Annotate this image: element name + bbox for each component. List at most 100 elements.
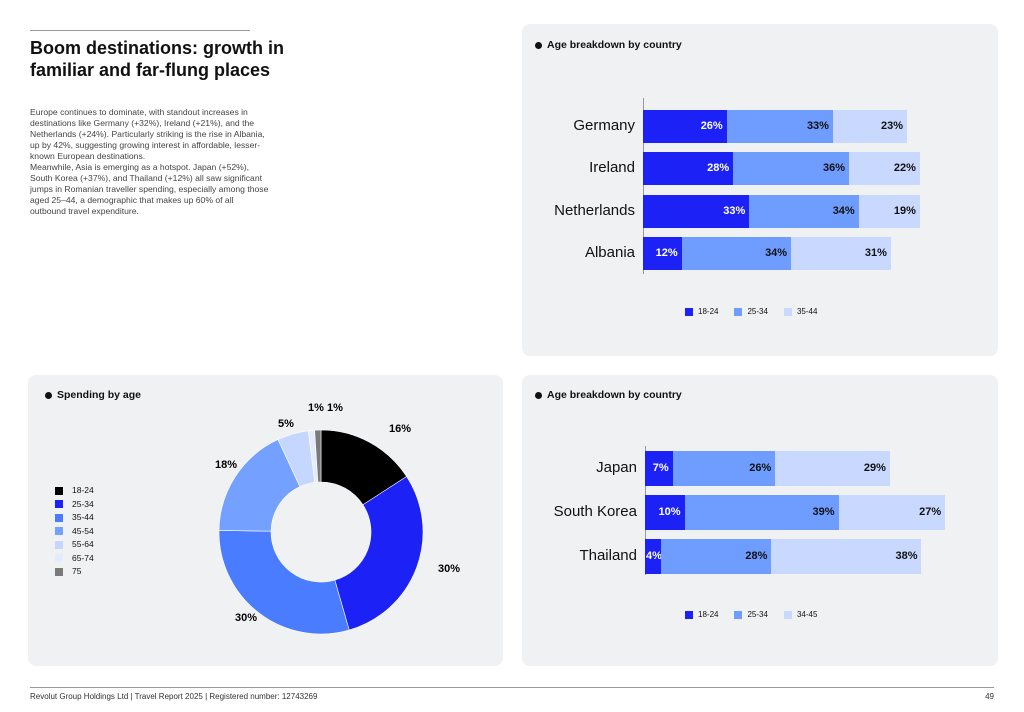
bar-segment-18-24: 10% <box>645 494 685 530</box>
legend-item: 18-24 <box>685 610 718 619</box>
legend-label: 25-34 <box>747 307 768 316</box>
legend-label: 45-54 <box>72 525 94 536</box>
bar-segment-25-34: 33% <box>726 109 833 143</box>
chart-title: Spending by age <box>45 389 141 401</box>
value-label: 38% <box>895 550 918 562</box>
y-axis <box>643 98 644 274</box>
pie-slice-35-44 <box>218 530 350 635</box>
legend-label: 65-74 <box>72 552 94 563</box>
bullet-icon <box>535 41 542 49</box>
category-label: Japan <box>596 459 637 476</box>
legend-item: 65-74 <box>55 552 94 566</box>
value-label: 27% <box>919 506 942 518</box>
legend-item: 75 <box>55 565 94 579</box>
value-label: 33% <box>806 120 829 132</box>
value-label: 22% <box>893 162 916 174</box>
bar-segment-35-44: 19% <box>858 194 920 228</box>
legend-item: 25-34 <box>734 307 768 316</box>
value-label: 10% <box>658 506 681 518</box>
bar-segment-35-44: 22% <box>849 151 920 185</box>
legend-label: 35-44 <box>796 307 818 316</box>
value-label: 4% <box>646 550 662 562</box>
chart-title: Age breakdown by country <box>535 389 682 401</box>
bar-segment-34-45: 38% <box>771 538 922 574</box>
legend-swatch <box>55 513 63 522</box>
bar-segment-25-34: 36% <box>733 151 850 185</box>
legend-swatch <box>55 500 63 509</box>
legend-label: 34-45 <box>796 610 818 619</box>
asia-age-chart-panel: Age breakdown by country Japan 7% 26% 29% So… <box>522 375 998 666</box>
value-label: 26% <box>700 120 723 132</box>
slice-value-label: 30% <box>438 563 460 575</box>
intro-paragraph: Europe continues to dominate, with stand… <box>30 107 265 161</box>
value-label: 7% <box>652 462 669 474</box>
legend-swatch <box>685 307 693 316</box>
legend-swatch <box>734 610 743 619</box>
legend-swatch <box>783 610 792 619</box>
legend-swatch <box>783 307 792 316</box>
legend-label: 25-34 <box>72 498 94 509</box>
bar-segment-18-24: 12% <box>643 236 682 270</box>
bar-segment-25-34: 28% <box>660 538 772 574</box>
bar-segment-25-34: 34% <box>749 194 859 228</box>
chart-title-text: Spending by age <box>57 389 142 401</box>
category-label: Albania <box>584 244 635 261</box>
category-label: Thailand <box>579 547 637 564</box>
bar-segment-18-24: 28% <box>643 151 734 185</box>
value-label: 31% <box>864 247 887 259</box>
legend-label: 18-24 <box>72 485 94 495</box>
pie-slice-75 <box>314 429 322 483</box>
chart-title: Age breakdown by country <box>535 39 682 51</box>
slice-value-label: 30% <box>235 612 257 624</box>
category-label: Ireland <box>589 159 635 176</box>
pie-legend: 18-24 25-34 35-44 45-54 55-64 65-74 75 <box>55 484 94 579</box>
bar-segment-34-45: 29% <box>775 450 890 486</box>
slice-value-label: 1% <box>308 402 324 414</box>
legend-item: 25-34 <box>734 610 768 619</box>
value-label: 36% <box>823 162 846 174</box>
legend-label: 55-64 <box>72 539 94 549</box>
title-rule <box>30 30 250 31</box>
europe-age-chart-panel: Age breakdown by country Germany 26% 33% 23… <box>522 24 998 356</box>
page-title: Boom destinations: growth in familiar an… <box>30 38 284 80</box>
legend-swatch <box>55 540 63 549</box>
bar-segment-35-44: 31% <box>791 236 891 270</box>
footer-text: Revolut Group Holdings Ltd | Travel Repo… <box>30 692 318 701</box>
footer: Revolut Group Holdings Ltd | Travel Repo… <box>30 687 994 701</box>
slice-value-label: 16% <box>389 423 411 435</box>
bullet-icon <box>45 391 52 399</box>
value-label: 34% <box>765 247 788 259</box>
legend-item: 55-64 <box>55 538 94 552</box>
legend-swatch <box>734 307 743 316</box>
legend-item: 34-45 <box>783 610 818 619</box>
legend-swatch <box>55 486 63 495</box>
slice-value-label: 18% <box>215 459 237 471</box>
value-label: 34% <box>832 205 855 217</box>
value-label: 28% <box>707 162 730 174</box>
value-label: 28% <box>745 550 768 562</box>
value-label: 12% <box>655 247 678 259</box>
bar-segment-35-44: 23% <box>832 109 908 143</box>
bar-chart: Japan 7% 26% 29% South Korea 10% 39% 27% Thailan… <box>522 375 998 666</box>
category-label: Germany <box>573 117 635 134</box>
chart-legend: 18-24 25-34 35-44 <box>685 307 817 316</box>
legend-item: 35-44 <box>783 307 818 316</box>
chart-title-text: Age breakdown by country <box>547 39 682 51</box>
slice-value-label: 1% <box>327 402 343 414</box>
legend-item: 45-54 <box>55 525 94 539</box>
bar-segment-18-24: 4% <box>645 538 662 574</box>
bar-chart: Germany 26% 33% 23% Ireland 28% 36% 22% Netherla… <box>522 24 998 356</box>
legend-label: 35-44 <box>72 512 94 522</box>
legend-swatch <box>55 567 63 576</box>
bar-segment-34-45: 27% <box>838 494 946 530</box>
bar-segment-18-24: 7% <box>645 450 673 486</box>
value-label: 39% <box>812 506 835 518</box>
chart-legend: 18-24 25-34 34-45 <box>685 610 817 619</box>
legend-label: 75 <box>72 566 82 576</box>
legend-item: 25-34 <box>55 498 94 512</box>
category-label: Netherlands <box>554 202 635 219</box>
page-number: 49 <box>985 692 994 701</box>
legend-swatch <box>55 554 63 563</box>
value-label: 19% <box>893 205 916 217</box>
value-label: 33% <box>723 205 746 217</box>
